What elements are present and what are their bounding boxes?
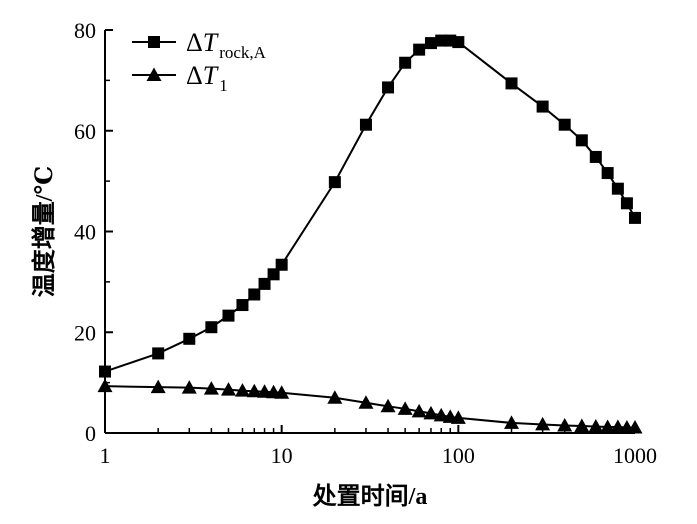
series-1-point <box>275 258 288 271</box>
legend: ΔT rock,AΔT 1 <box>132 28 267 95</box>
series-1-point <box>399 56 412 69</box>
series-2-point <box>203 381 219 395</box>
series-1-point <box>601 167 614 180</box>
series-2-point <box>181 380 197 394</box>
series-1-point <box>205 321 218 334</box>
series-2-point <box>246 383 262 398</box>
x-axis-title: 处置时间/a <box>312 483 428 510</box>
series-2-point <box>627 419 643 434</box>
series-2-point <box>574 418 590 432</box>
legend-subscript: 1 <box>219 76 228 95</box>
series-1-point <box>611 182 624 195</box>
series-1-point <box>452 36 465 49</box>
x-tick-label: 1000 <box>613 443 657 468</box>
y-tick-label: 80 <box>74 18 96 43</box>
y-axis-title: 温度增量/℃ <box>30 166 58 297</box>
series-1-point <box>267 268 280 281</box>
series-1-point <box>413 43 426 56</box>
series-2-point <box>150 379 166 394</box>
series-2-point <box>423 405 439 420</box>
series-2-point <box>274 385 290 399</box>
series-1-point <box>359 118 372 131</box>
series-1-point <box>99 365 111 378</box>
series-2 <box>97 378 643 434</box>
series-2-point <box>600 419 616 433</box>
series-1-point <box>424 37 437 50</box>
series-1-point <box>589 150 602 163</box>
series-1-point <box>236 299 249 312</box>
series-1-point <box>222 309 235 322</box>
series-1-point <box>558 118 571 131</box>
series-1-line <box>104 39 636 373</box>
legend-item-2: ΔT 1 <box>132 61 228 95</box>
series-1-point <box>536 100 549 113</box>
x-tick-label: 1 <box>100 443 111 468</box>
series-1-point <box>575 134 588 147</box>
legend-label: ΔT 1 <box>186 61 228 95</box>
series-1-point <box>258 277 271 290</box>
legend-marker <box>146 67 162 81</box>
y-tick-label: 60 <box>74 119 96 144</box>
series-2-point <box>327 390 343 404</box>
series-1-point <box>183 332 196 345</box>
series-2-line <box>104 385 635 429</box>
series-1-point <box>382 81 395 94</box>
series-1-point <box>435 34 448 47</box>
series-1 <box>99 34 641 378</box>
series-2-point <box>234 383 250 397</box>
series-2-point <box>358 395 374 409</box>
series-2-point <box>97 378 113 393</box>
y-tick-label: 0 <box>85 421 96 446</box>
axes: 0 20 40 60 80 1 10 100 1000 处置时间/a 温度增量/℃ <box>30 18 657 510</box>
series-1-point <box>505 77 518 90</box>
series-2-point <box>220 382 236 396</box>
series-2-point <box>411 403 427 418</box>
series-2-point <box>450 410 466 424</box>
series-2-point <box>504 415 520 429</box>
series-2-point <box>397 401 413 415</box>
y-tick-label: 40 <box>74 220 96 245</box>
y-tick-label: 20 <box>74 320 96 345</box>
series-1-point <box>620 197 633 210</box>
series-1-point <box>629 211 641 224</box>
series-1-point <box>248 288 261 301</box>
x-tick-label: 100 <box>442 443 475 468</box>
legend-label: ΔT rock,A <box>186 28 267 62</box>
series-2-point <box>380 398 396 413</box>
legend-var: T <box>203 61 219 90</box>
series-2-point <box>588 418 604 433</box>
series-layer <box>97 34 643 434</box>
legend-delta: Δ <box>186 61 203 90</box>
x-tick-label: 10 <box>271 443 293 468</box>
legend-marker <box>148 36 160 48</box>
series-2-point <box>535 416 551 431</box>
series-1-point <box>328 176 341 189</box>
legend-delta: Δ <box>186 28 203 57</box>
legend-item-1: ΔT rock,A <box>132 28 267 62</box>
series-2-point <box>557 417 573 432</box>
series-2-point <box>433 407 449 422</box>
series-1-point <box>152 347 165 360</box>
legend-var: T <box>203 28 219 57</box>
legend-subscript: rock,A <box>219 43 266 62</box>
